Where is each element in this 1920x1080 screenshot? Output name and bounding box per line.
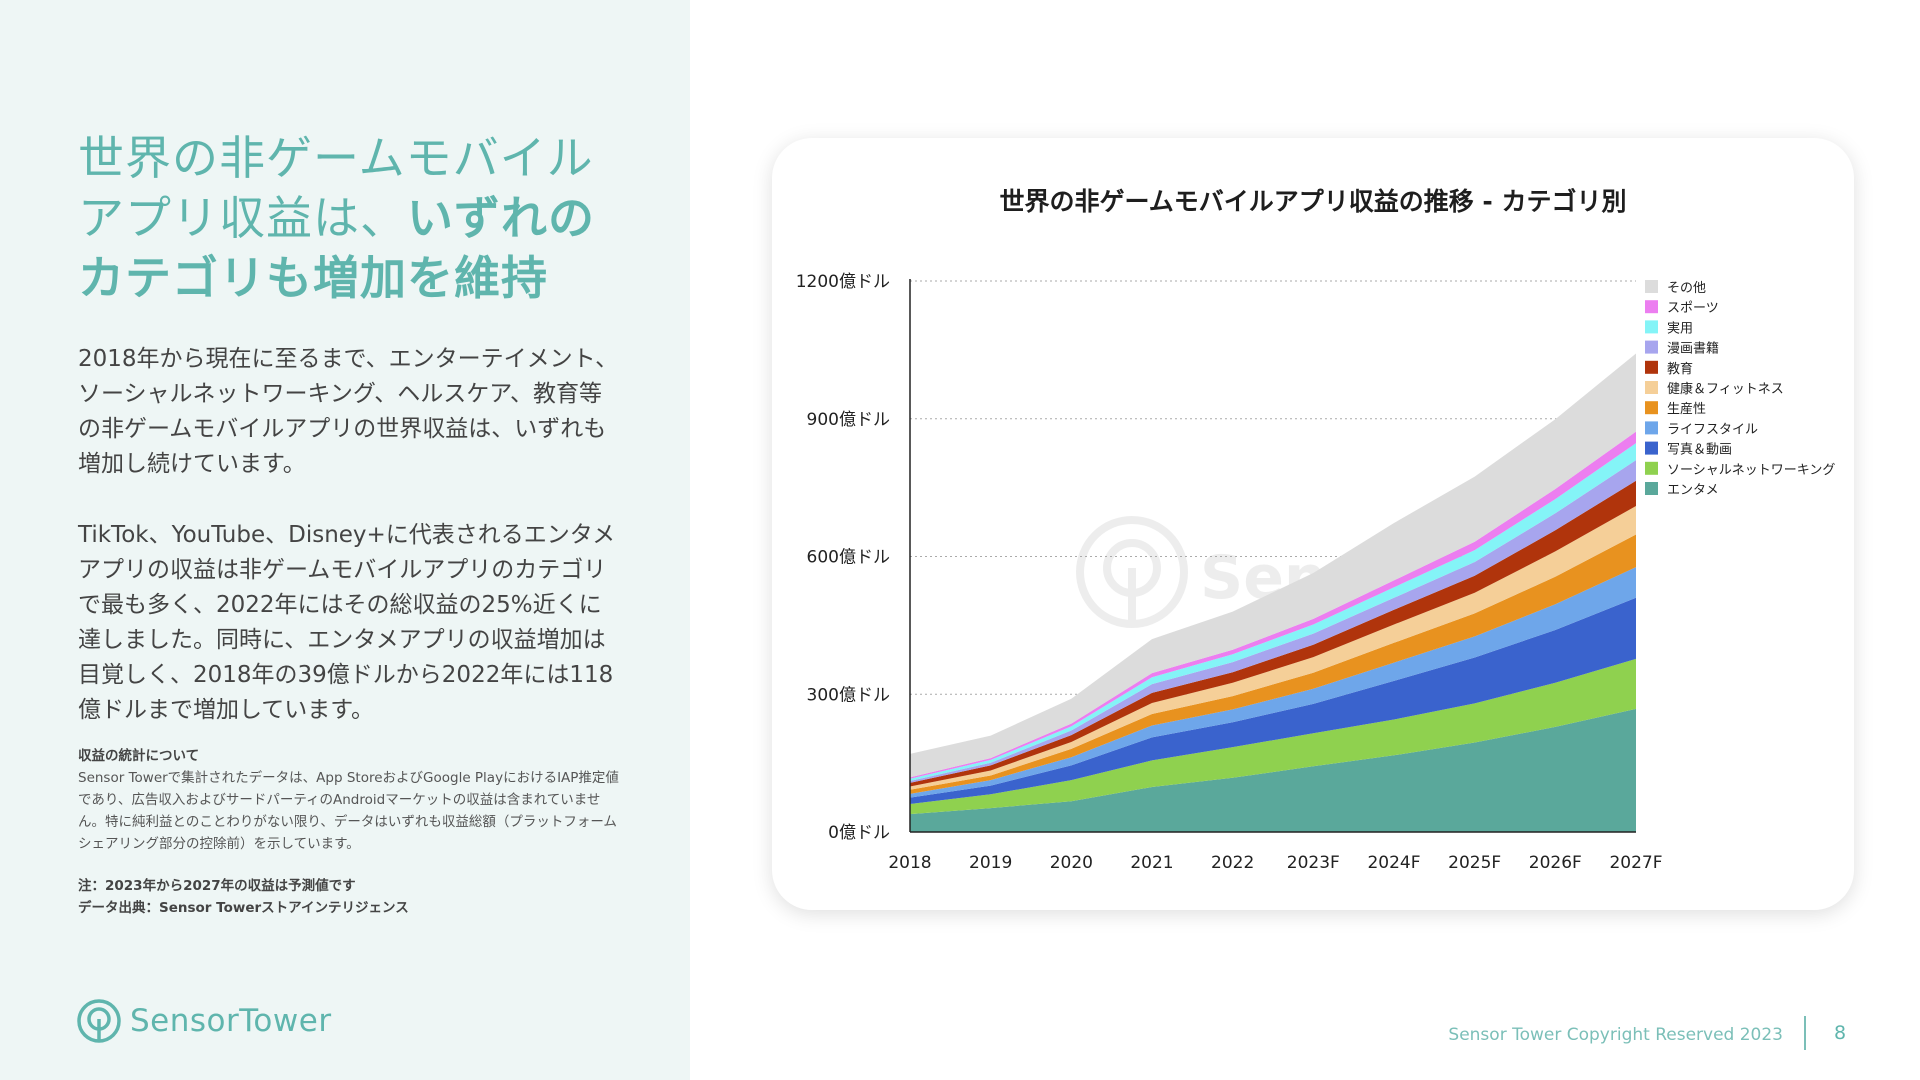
headline-normal: 世界の非ゲームモバイルアプリ収益は、 xyxy=(78,131,594,245)
x-tick-label: 2022 xyxy=(1211,853,1254,873)
area-series-1 xyxy=(910,658,1636,815)
legend-label: 教育 xyxy=(1667,361,1693,377)
legend-label: 健康＆フィットネス xyxy=(1667,381,1784,397)
legend-label: 生産性 xyxy=(1667,401,1706,417)
notes-text: Sensor Towerで集計されたデータは、App StoreおよびGoogl… xyxy=(78,770,619,852)
legend-label: スポーツ xyxy=(1667,301,1719,316)
legend-swatch xyxy=(1645,320,1658,334)
chart: SensorTower 0億ドル300億ドル600億ドル900億ドル1200億ド… xyxy=(796,272,1836,873)
x-tick-label: 2027F xyxy=(1609,853,1662,873)
y-tick-label: 900億ドル xyxy=(807,410,890,430)
page-number: 8 xyxy=(1834,1022,1847,1044)
x-tick-label: 2026F xyxy=(1529,853,1582,873)
legend-swatch xyxy=(1645,340,1658,354)
left-panel: 世界の非ゲームモバイルアプリ収益は、いずれのカテゴリも増加を維持 2018年から… xyxy=(0,0,690,1080)
forecast-note: 注：2023年から2027年の収益は予測値です xyxy=(78,878,356,894)
legend-label: 実用 xyxy=(1667,320,1693,336)
chart-card: SensorTower 0億ドル300億ドル600億ドル900億ドル1200億ド… xyxy=(772,138,1854,910)
legend-swatch xyxy=(1645,421,1658,435)
x-tick-label: 2023F xyxy=(1287,853,1340,873)
legend-label: 写真＆動画 xyxy=(1667,443,1732,458)
y-tick-label: 300億ドル xyxy=(807,685,890,705)
x-tick-label: 2018 xyxy=(888,853,931,873)
legend-swatch xyxy=(1645,381,1658,394)
headline: 世界の非ゲームモバイルアプリ収益は、いずれのカテゴリも増加を維持 xyxy=(78,128,638,308)
legend-swatch xyxy=(1645,280,1658,293)
x-tick-label: 2025F xyxy=(1448,853,1501,873)
footer-copyright: Sensor Tower Copyright Reserved 2023 xyxy=(1448,1025,1783,1045)
area-series-0 xyxy=(910,708,1636,832)
legend-swatch xyxy=(1645,461,1658,475)
chart-title: 世界の非ゲームモバイルアプリ収益の推移 - カテゴリ別 xyxy=(999,187,1627,216)
legend-label: 漫画書籍 xyxy=(1667,341,1719,357)
x-tick-label: 2021 xyxy=(1130,853,1173,873)
y-tick-label: 0億ドル xyxy=(828,823,890,843)
y-tick-label: 600億ドル xyxy=(807,548,890,568)
logo-text: SensorTower xyxy=(130,1003,332,1039)
x-tick-label: 2019 xyxy=(969,853,1012,873)
body-paragraph-1: 2018年から現在に至るまで、エンターテイメント、ソーシャルネットワーキング、ヘ… xyxy=(78,346,619,477)
body-paragraph-2: TikTok、YouTube、Disney+に代表されるエンタメアプリの収益は非… xyxy=(78,522,616,723)
legend-label: ライフスタイル xyxy=(1667,422,1758,437)
footer-divider xyxy=(1804,1016,1806,1050)
legend-swatch xyxy=(1645,300,1658,314)
legend-swatch xyxy=(1645,441,1658,455)
sensor-tower-logo-icon xyxy=(77,999,121,1043)
sensor-tower-logo: SensorTower xyxy=(76,996,332,1046)
x-tick-label: 2020 xyxy=(1050,853,1093,873)
x-tick-label: 2024F xyxy=(1367,853,1420,873)
data-source: データ出典：Sensor Towerストアインテリジェンス xyxy=(78,900,409,916)
notes: 収益の統計について Sensor Towerで集計されたデータは、App Sto… xyxy=(78,745,623,919)
legend-swatch xyxy=(1645,401,1658,415)
notes-title: 収益の統計について xyxy=(78,748,200,764)
legend-label: その他 xyxy=(1667,281,1706,296)
headline-bold: いずれのカテゴリも増加を維持 xyxy=(78,191,595,305)
legend-swatch xyxy=(1645,360,1658,374)
y-tick-label: 1200億ドル xyxy=(796,272,890,292)
legend-label: ソーシャルネットワーキング xyxy=(1667,463,1835,478)
legend-swatch xyxy=(1645,482,1658,495)
legend-label: エンタメ xyxy=(1667,483,1719,498)
